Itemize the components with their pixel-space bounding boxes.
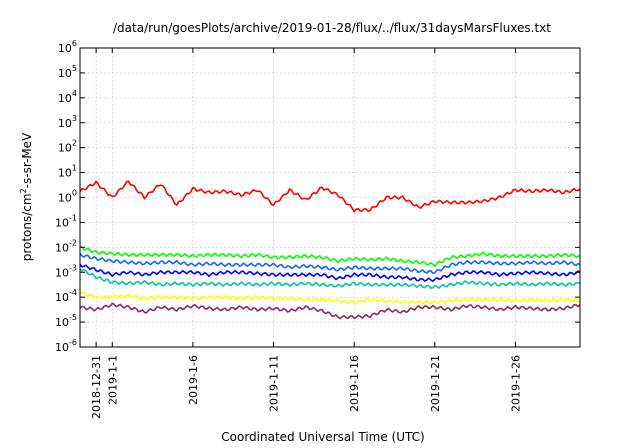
axis-ticks <box>80 47 580 348</box>
x-tick-label: 2019-1-16 <box>348 355 361 412</box>
y-tick-label: 10-3 <box>55 263 77 279</box>
y-tick-label: 106 <box>58 39 77 55</box>
x-tick-label: 2018-12-31 <box>90 355 103 419</box>
y-tick-label: 104 <box>58 89 77 105</box>
y-tick-label: 102 <box>58 139 77 155</box>
series-line-1 <box>79 180 581 213</box>
y-axis-label: protons/cm2-s-sr-MeV <box>19 132 34 261</box>
x-tick-label: 2019-1-11 <box>268 355 281 412</box>
y-tick-label: 101 <box>58 164 77 180</box>
y-tick-label: 103 <box>58 114 77 130</box>
series-layer <box>79 180 581 320</box>
x-tick-label: 2019-1-21 <box>429 355 442 412</box>
x-axis-label: Coordinated Universal Time (UTC) <box>221 430 424 444</box>
series-line-3 <box>79 252 581 275</box>
chart-title: /data/run/goesPlots/archive/2019-01-28/f… <box>113 21 551 35</box>
y-tick-label: 100 <box>58 189 77 205</box>
x-tick-label: 2019-1-6 <box>187 355 200 405</box>
y-tick-label: 10-4 <box>55 288 77 304</box>
x-tick-label: 2019-1-26 <box>509 355 522 412</box>
y-tick-label: 10-6 <box>55 338 77 354</box>
series-line-6 <box>79 291 581 305</box>
y-tick-label: 10-2 <box>55 238 77 254</box>
x-tick-label: 2019-1-1 <box>106 355 119 405</box>
series-line-2 <box>79 245 581 268</box>
series-line-4 <box>79 263 581 283</box>
y-tick-label: 105 <box>58 64 77 80</box>
y-axis-label-superscript: 2 <box>19 188 28 193</box>
y-tick-label: 10-5 <box>55 313 77 329</box>
x-tick-labels: 2018-12-31 2019-1-1 2019-1-6 2019-1-11 2019-… <box>90 355 522 419</box>
y-tick-label: 10-1 <box>55 213 77 229</box>
series-line-7 <box>79 302 581 320</box>
series-line-5 <box>79 268 581 289</box>
y-tick-labels: 10-6 10-5 10-4 10-3 10-2 10-1 100 101 102 103 104 1… <box>55 39 77 354</box>
